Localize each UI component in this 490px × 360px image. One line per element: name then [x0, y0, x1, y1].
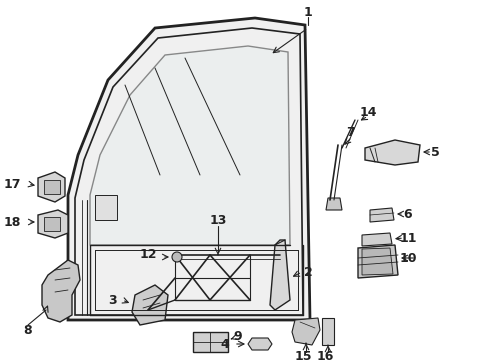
Text: 13: 13	[209, 213, 227, 226]
Text: 16: 16	[317, 350, 334, 360]
Polygon shape	[44, 217, 60, 231]
Text: 10: 10	[399, 252, 417, 265]
Text: 4: 4	[220, 338, 229, 351]
Polygon shape	[68, 18, 310, 320]
Polygon shape	[38, 210, 68, 238]
Text: 11: 11	[399, 231, 417, 244]
Text: 9: 9	[234, 329, 243, 342]
Text: 15: 15	[294, 350, 312, 360]
Text: 1: 1	[304, 5, 313, 18]
Text: 6: 6	[404, 207, 412, 220]
Polygon shape	[362, 248, 393, 275]
Circle shape	[172, 252, 182, 262]
Text: 12: 12	[139, 248, 157, 261]
Polygon shape	[90, 46, 290, 245]
Text: 8: 8	[24, 324, 32, 337]
Polygon shape	[370, 208, 394, 222]
Polygon shape	[193, 332, 228, 352]
Text: 2: 2	[304, 266, 313, 279]
Polygon shape	[42, 260, 80, 322]
Text: 3: 3	[108, 293, 116, 306]
Polygon shape	[358, 245, 398, 278]
Text: 18: 18	[3, 216, 21, 229]
Polygon shape	[270, 240, 290, 310]
Polygon shape	[44, 180, 60, 194]
Polygon shape	[326, 198, 342, 210]
Text: 17: 17	[3, 177, 21, 190]
Polygon shape	[362, 233, 392, 246]
Polygon shape	[248, 338, 272, 350]
Text: 14: 14	[359, 105, 377, 118]
Polygon shape	[365, 140, 420, 165]
Polygon shape	[322, 318, 334, 345]
Polygon shape	[38, 172, 65, 202]
Text: 5: 5	[431, 145, 440, 158]
Polygon shape	[132, 285, 168, 325]
Polygon shape	[95, 195, 117, 220]
Polygon shape	[292, 318, 320, 345]
Text: 7: 7	[345, 126, 354, 139]
